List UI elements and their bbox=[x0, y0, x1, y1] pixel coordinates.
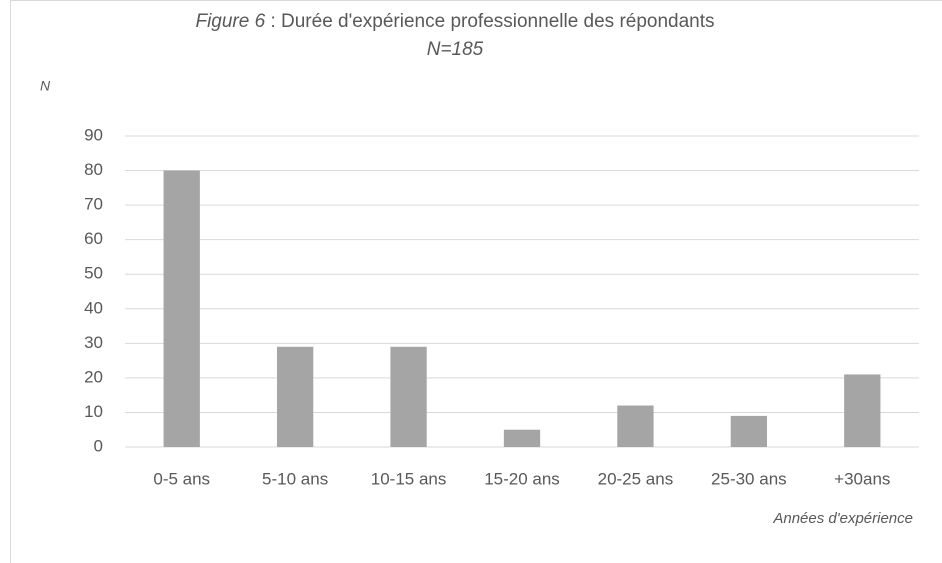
y-tick-label: 20 bbox=[84, 367, 103, 386]
x-tick-label: 10-15 ans bbox=[371, 469, 447, 488]
chart-title: Figure 6 : Durée d'expérience profession… bbox=[195, 11, 714, 32]
y-tick-label: 10 bbox=[84, 402, 103, 421]
y-tick-label: 70 bbox=[84, 195, 103, 214]
y-tick-label: 80 bbox=[84, 160, 103, 179]
x-tick-label: 20-25 ans bbox=[598, 469, 674, 488]
x-tick-label: 5-10 ans bbox=[262, 469, 328, 488]
y-tick-label: 50 bbox=[84, 264, 103, 283]
y-axis-label: N bbox=[40, 78, 51, 94]
x-tick-label: 15-20 ans bbox=[484, 469, 560, 488]
chart-frame bbox=[10, 0, 942, 563]
bar bbox=[730, 415, 768, 447]
x-tick-label: 0-5 ans bbox=[153, 469, 210, 488]
bar bbox=[163, 170, 200, 448]
title-text: : Durée d'expérience professionnelle des… bbox=[265, 11, 714, 32]
y-tick-label: 30 bbox=[84, 333, 103, 352]
figure-label: Figure 6 bbox=[195, 11, 265, 32]
bar bbox=[390, 346, 427, 447]
bar bbox=[617, 405, 654, 447]
bar bbox=[276, 346, 314, 447]
x-axis-label: Années d'expérience bbox=[772, 510, 913, 527]
y-tick-label: 90 bbox=[84, 125, 103, 144]
x-tick-label: +30ans bbox=[834, 469, 890, 488]
x-tick-label: 25-30 ans bbox=[711, 469, 787, 488]
bar bbox=[844, 374, 881, 447]
y-tick-label: 0 bbox=[94, 436, 103, 455]
bar bbox=[503, 429, 541, 447]
y-tick-label: 40 bbox=[84, 298, 103, 317]
y-tick-label: 60 bbox=[84, 229, 103, 248]
chart-subtitle: N=185 bbox=[427, 39, 484, 60]
